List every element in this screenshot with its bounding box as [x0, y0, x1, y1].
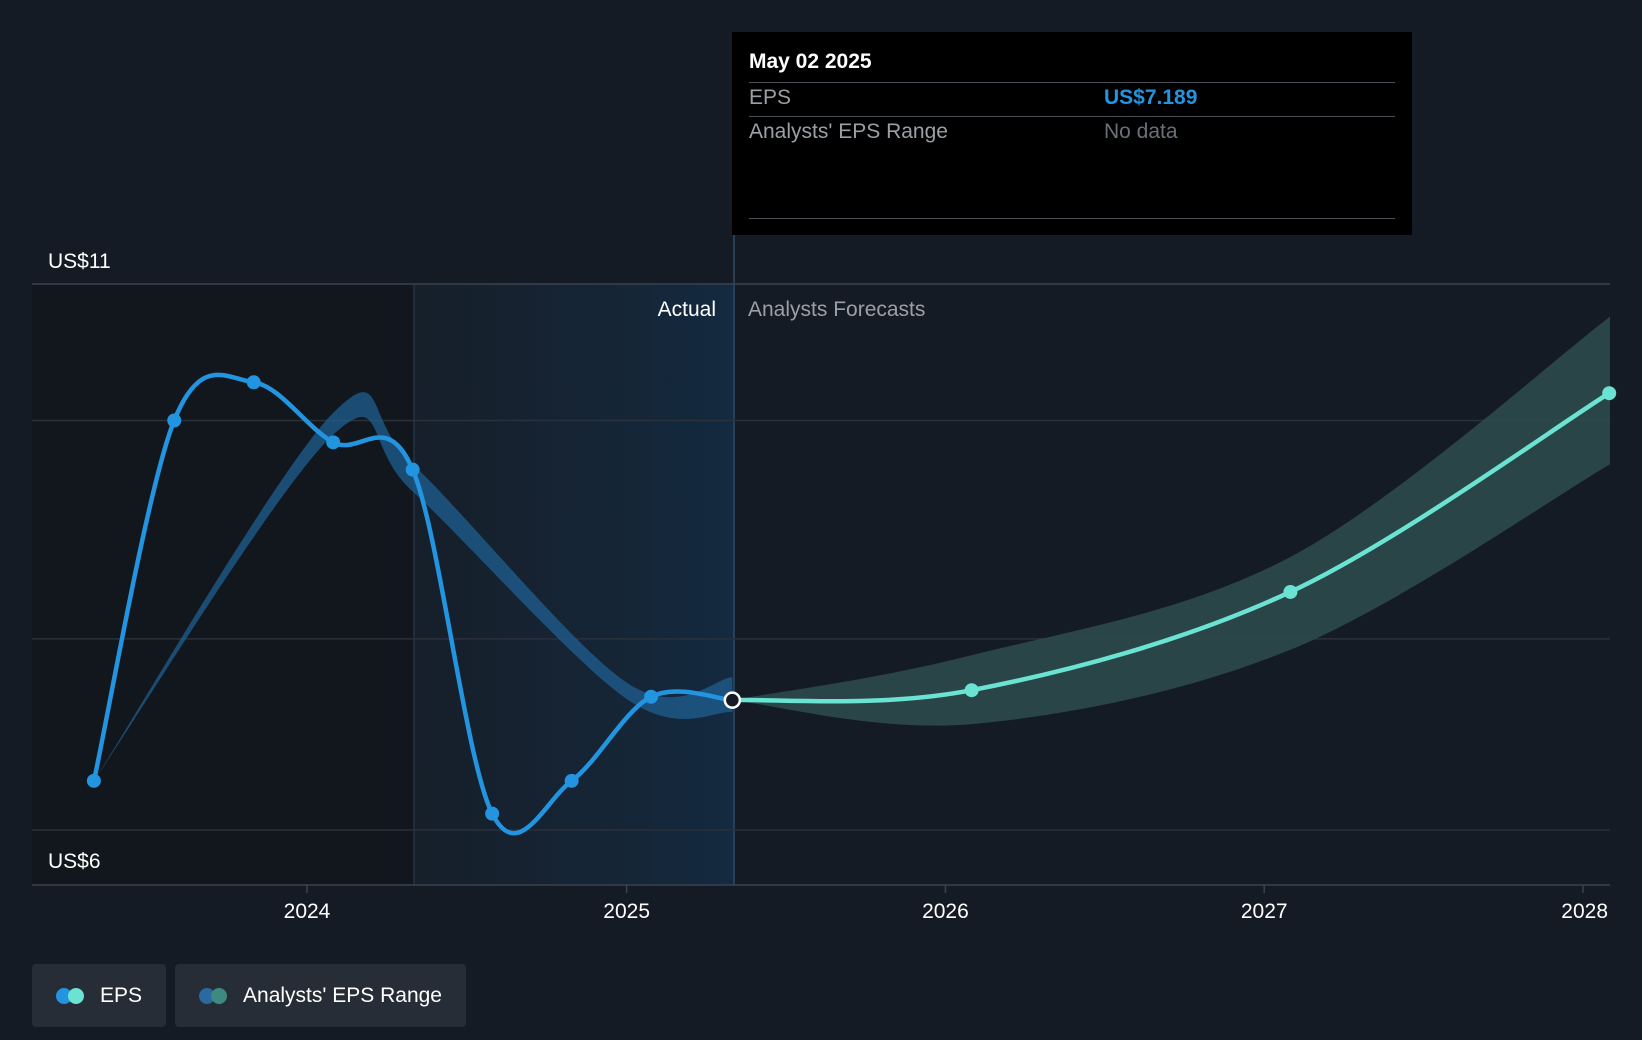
legend-label-eps: EPS — [100, 983, 143, 1007]
hover-tooltip: May 02 2025 EPS US$7.189 Analysts' EPS R… — [732, 32, 1412, 235]
tooltip-eps-label: EPS — [749, 86, 792, 109]
forecast-section-label: Analysts Forecasts — [748, 298, 925, 321]
eps-legend-icon — [56, 987, 86, 1004]
y-axis-min-label: US$6 — [48, 850, 101, 873]
eps-point — [644, 689, 659, 704]
actual-region — [414, 284, 734, 885]
tooltip-divider — [749, 116, 1395, 117]
x-tick-label: 2025 — [603, 900, 650, 923]
tooltip-divider — [749, 218, 1395, 219]
eps-point — [1602, 386, 1617, 401]
tooltip-eps-value: US$7.189 — [1104, 86, 1198, 109]
actual-section-label: Actual — [658, 298, 716, 321]
legend-item-eps-range[interactable]: Analysts' EPS Range — [175, 964, 466, 1027]
tooltip-range-label: Analysts' EPS Range — [749, 120, 948, 143]
eps-points — [86, 375, 1617, 821]
x-tick-label: 2027 — [1241, 900, 1288, 923]
eps-line-forecast — [730, 390, 1612, 704]
legend-label-eps-range: Analysts' EPS Range — [243, 983, 442, 1007]
current-eps-marker — [723, 691, 742, 709]
eps-range-legend-icon — [199, 987, 229, 1004]
eps-point — [1283, 584, 1298, 599]
tooltip-divider — [749, 82, 1395, 83]
eps-point — [485, 806, 500, 821]
legend-item-eps[interactable]: EPS — [32, 964, 167, 1027]
x-tick-label: 2026 — [922, 900, 969, 923]
eps-point — [167, 413, 182, 428]
eps-point — [564, 773, 579, 788]
eps-point — [326, 435, 341, 450]
tooltip-date: May 02 2025 — [749, 50, 872, 73]
y-axis-max-label: US$11 — [48, 250, 111, 273]
eps-range-band-forecast — [732, 316, 1610, 726]
x-tick-label: 2028 — [1561, 900, 1608, 923]
x-axis-ticks: 2024 2025 2026 2027 2028 — [284, 885, 1608, 923]
eps-point — [405, 462, 420, 477]
grid-lines — [32, 283, 1610, 886]
eps-point — [246, 375, 261, 390]
chart-legend: EPS Analysts' EPS Range — [32, 964, 466, 1027]
x-tick-label: 2024 — [284, 900, 331, 923]
eps-point — [964, 683, 979, 698]
tooltip-range-value: No data — [1104, 120, 1178, 143]
eps-point — [86, 773, 101, 788]
